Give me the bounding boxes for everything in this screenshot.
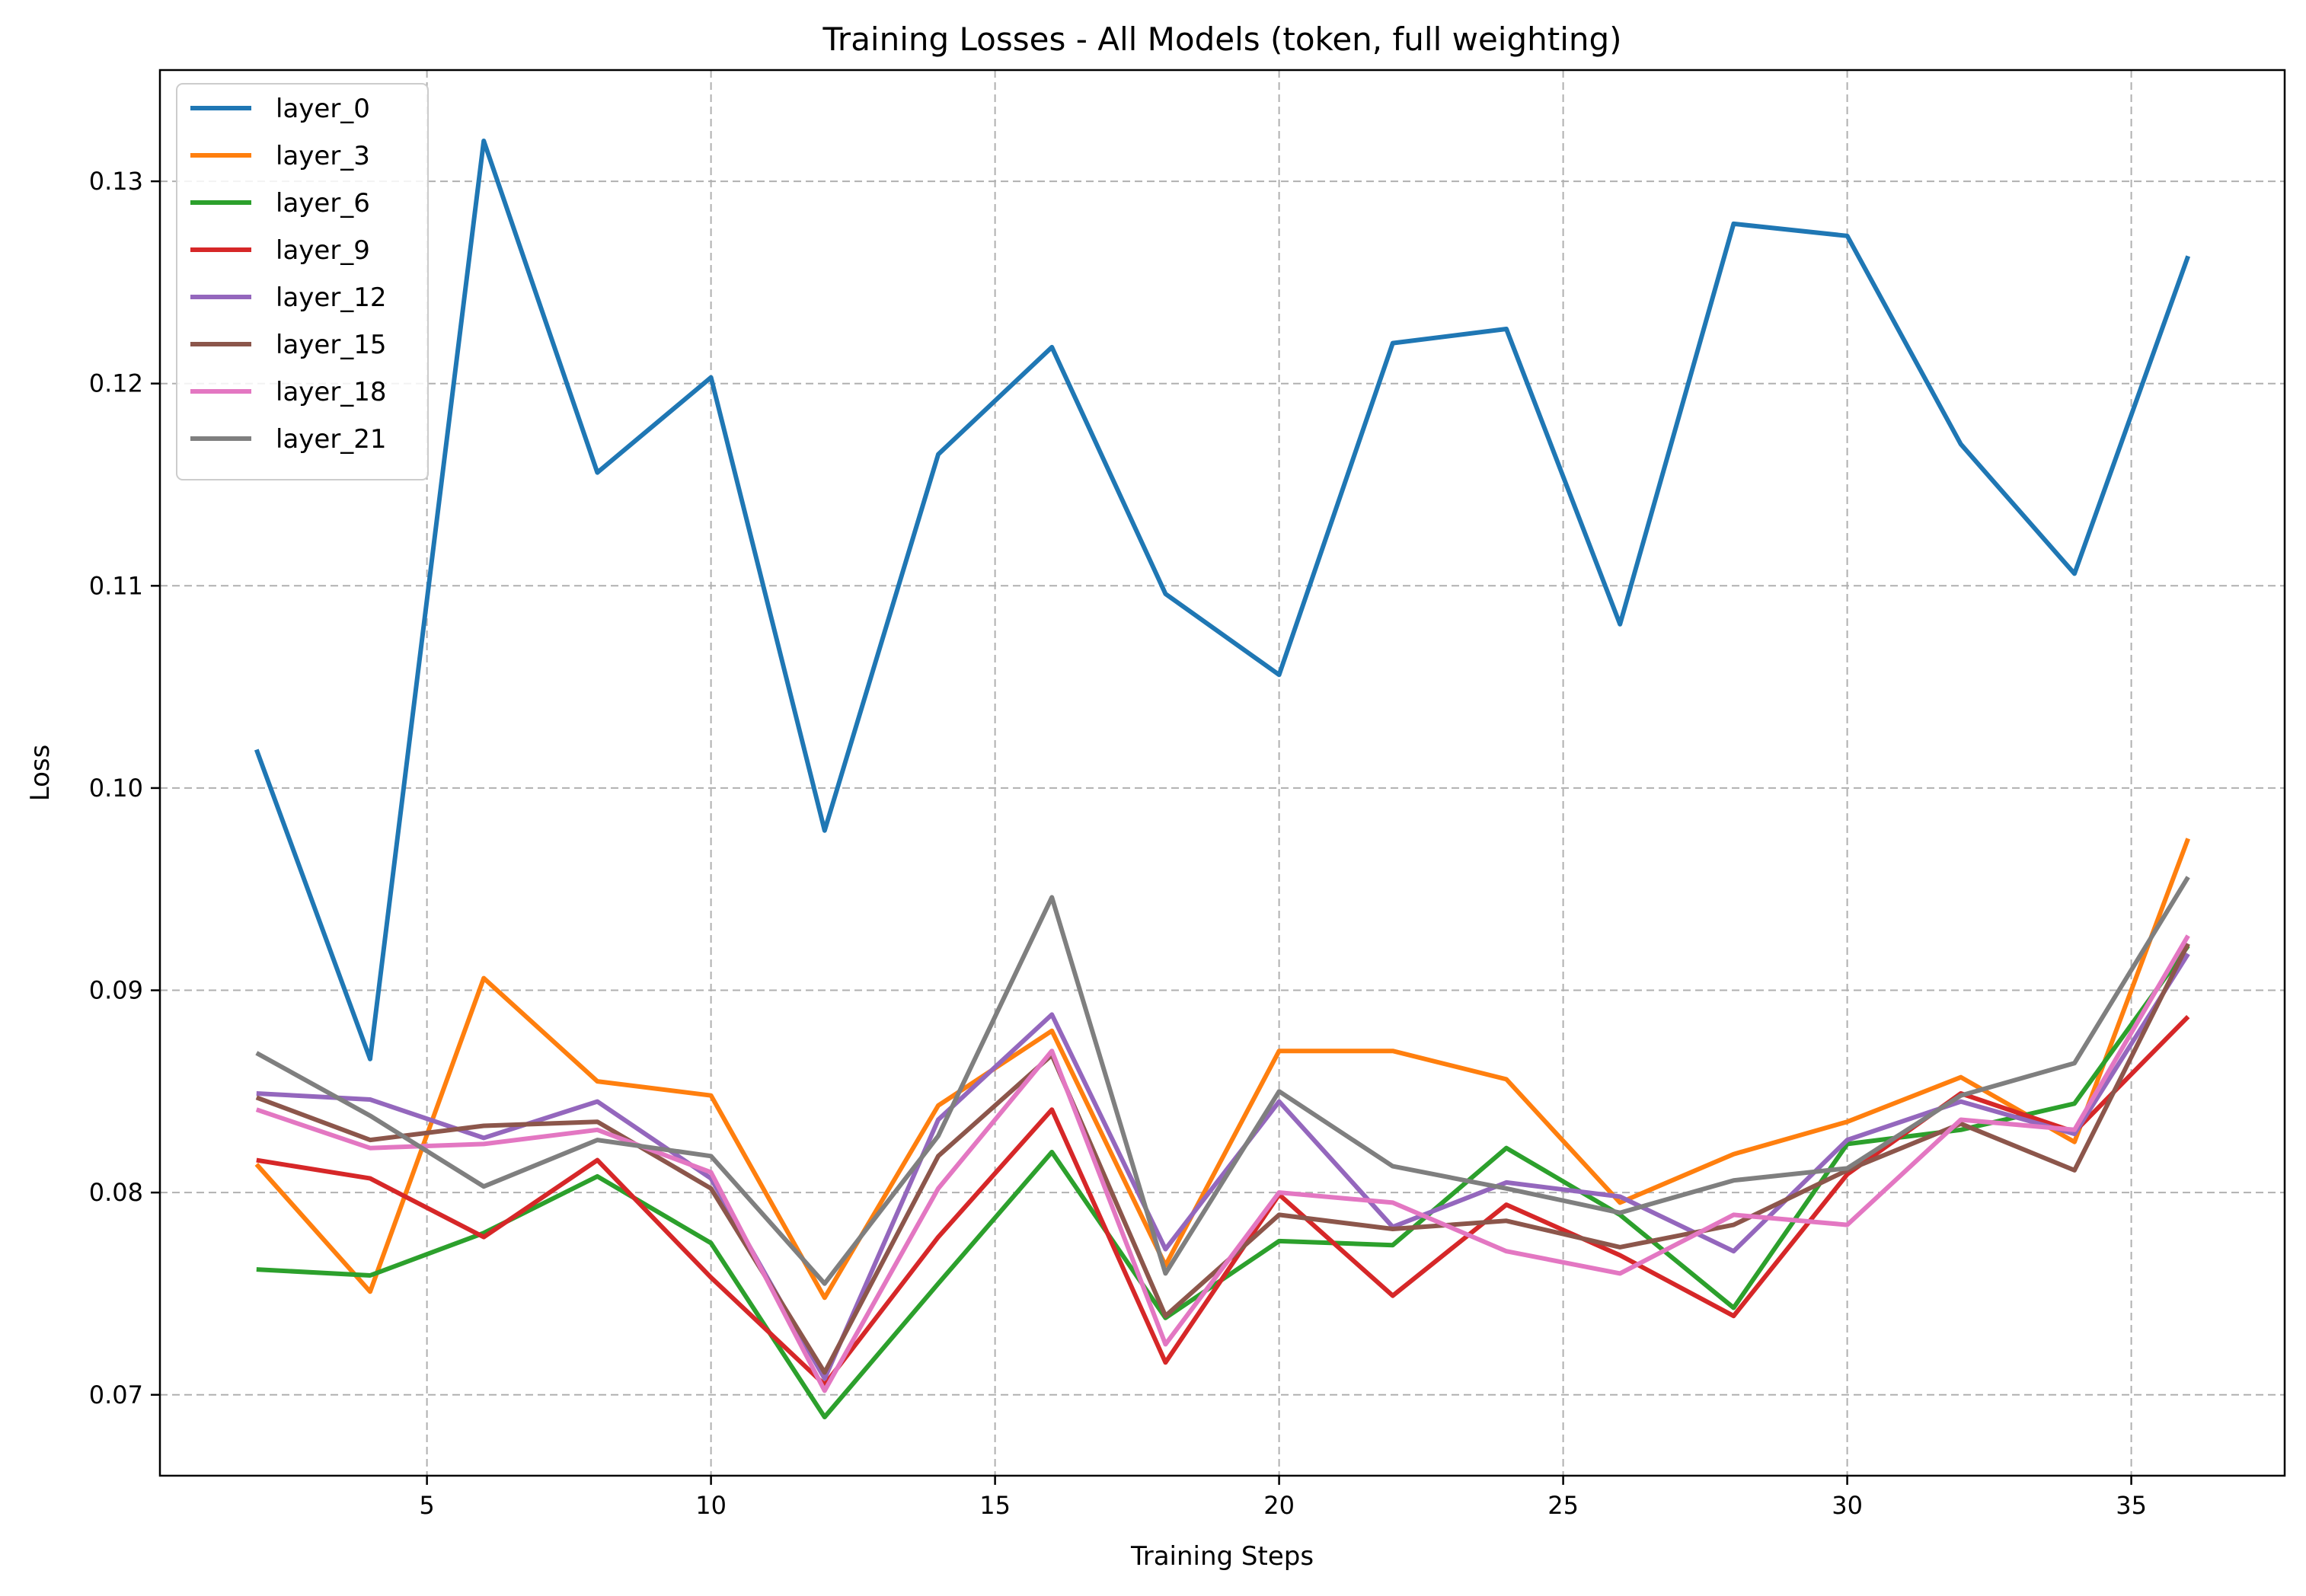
series-line-layer-18 — [255, 934, 2190, 1393]
series-line-layer-12 — [256, 953, 2190, 1381]
legend-label: layer_15 — [276, 330, 387, 360]
series-line-layer-3 — [254, 838, 2191, 1301]
x-tick-label: 35 — [2116, 1491, 2147, 1520]
y-tick-label: 0.11 — [89, 571, 143, 600]
legend-box — [176, 83, 429, 480]
x-tick-label: 30 — [1832, 1491, 1863, 1520]
y-tick-label: 0.12 — [89, 369, 143, 398]
y-tick-label: 0.07 — [89, 1381, 143, 1409]
legend-label: layer_21 — [276, 424, 387, 455]
x-tick-label: 25 — [1547, 1491, 1579, 1520]
y-tick-label: 0.08 — [89, 1178, 143, 1207]
series-lines — [254, 139, 2191, 1419]
legend-label: layer_3 — [276, 141, 370, 171]
legend-label: layer_9 — [276, 235, 370, 266]
x-tick-label: 10 — [695, 1491, 727, 1520]
y-tick-label: 0.13 — [89, 167, 143, 196]
legend-label: layer_18 — [276, 377, 387, 407]
plot-area — [158, 69, 2286, 1477]
axis-ticks: 5 10 15 20 25 30 35 0.07 0.08 0.09 0.10 0.11 0.12 0.1… — [89, 167, 2147, 1520]
x-tick-label: 15 — [979, 1491, 1011, 1520]
legend-label: layer_6 — [276, 188, 370, 219]
x-tick-label: 20 — [1263, 1491, 1295, 1520]
series-line-layer-0 — [254, 139, 2191, 1061]
x-axis-label: Training Steps — [1130, 1541, 1314, 1572]
x-tick-label: 5 — [419, 1491, 434, 1520]
legend-label: layer_0 — [276, 94, 370, 124]
y-tick-label: 0.09 — [89, 976, 143, 1005]
series-line-layer-21 — [255, 876, 2190, 1286]
legend: layer_0 layer_3 layer_6 layer_9 layer_12laye… — [176, 83, 429, 480]
y-axis-label: Loss — [25, 745, 56, 802]
chart-title: Training Losses - All Models (token, ful… — [822, 21, 1621, 58]
legend-label: layer_12 — [276, 282, 387, 313]
y-tick-label: 0.10 — [89, 774, 143, 803]
